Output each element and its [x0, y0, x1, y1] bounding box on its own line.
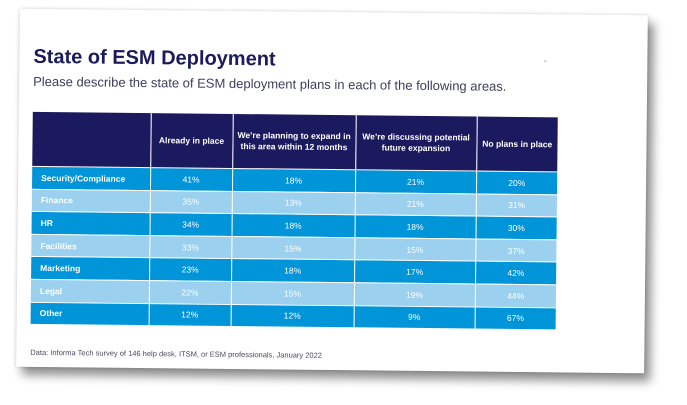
- table-cell: 44%: [474, 283, 557, 308]
- table-cell: 41%: [149, 167, 233, 192]
- table-cell: 22%: [148, 280, 232, 305]
- table-cell: 23%: [149, 257, 232, 282]
- deployment-table: Already in place We’re planning to expan…: [30, 111, 558, 330]
- table-cell: 18%: [231, 258, 355, 283]
- row-label: HR: [31, 211, 150, 236]
- column-header: We’re discussing potential future expans…: [355, 115, 477, 172]
- decorative-dot: [544, 60, 547, 63]
- table-cell: 31%: [475, 193, 557, 218]
- column-header: We’re planning to expand in this area wi…: [232, 113, 356, 170]
- table-cell: 15%: [231, 236, 355, 261]
- table-cell: 18%: [231, 168, 356, 193]
- table-cell: 18%: [231, 213, 355, 238]
- source-note: Data: Informa Tech survey of 146 help de…: [30, 347, 323, 360]
- table-cell: 15%: [354, 237, 476, 262]
- table-cell: 17%: [354, 260, 476, 284]
- row-label: Marketing: [31, 256, 150, 281]
- table-cell: 34%: [149, 212, 232, 237]
- table-cell: 15%: [230, 281, 355, 306]
- row-label: Legal: [30, 279, 150, 304]
- row-label: Facilities: [31, 234, 150, 258]
- row-label: Other: [30, 301, 149, 326]
- table-cell: 19%: [353, 282, 476, 307]
- table-cell: 13%: [231, 191, 355, 215]
- table-cell: 12%: [230, 304, 354, 328]
- slide-subtitle: Please describe the state of ESM deploym…: [33, 73, 507, 94]
- table-cell: 9%: [353, 305, 475, 329]
- table-cell: 20%: [475, 171, 558, 195]
- header-corner: [32, 111, 151, 168]
- row-label: Finance: [31, 188, 150, 213]
- table-cell: 21%: [354, 169, 477, 194]
- table-header-row: Already in place We’re planning to expan…: [32, 111, 558, 172]
- column-header: Already in place: [150, 113, 233, 169]
- table-cell: 42%: [475, 261, 557, 285]
- table-cell: 30%: [475, 216, 557, 240]
- table-cell: 37%: [475, 238, 557, 263]
- table-row: Other 12% 12% 9% 67%: [30, 301, 556, 330]
- table-cell: 18%: [354, 214, 476, 239]
- table-cell: 67%: [474, 306, 556, 330]
- slide-title: State of ESM Deployment: [33, 45, 276, 71]
- table-cell: 35%: [149, 190, 232, 214]
- table-cell: 12%: [148, 303, 231, 327]
- row-label: Security/Compliance: [32, 166, 151, 191]
- table-cell: 21%: [354, 192, 476, 217]
- slide: State of ESM Deployment Please describe …: [16, 8, 648, 374]
- table-cell: 33%: [149, 235, 232, 259]
- column-header: No plans in place: [476, 116, 558, 172]
